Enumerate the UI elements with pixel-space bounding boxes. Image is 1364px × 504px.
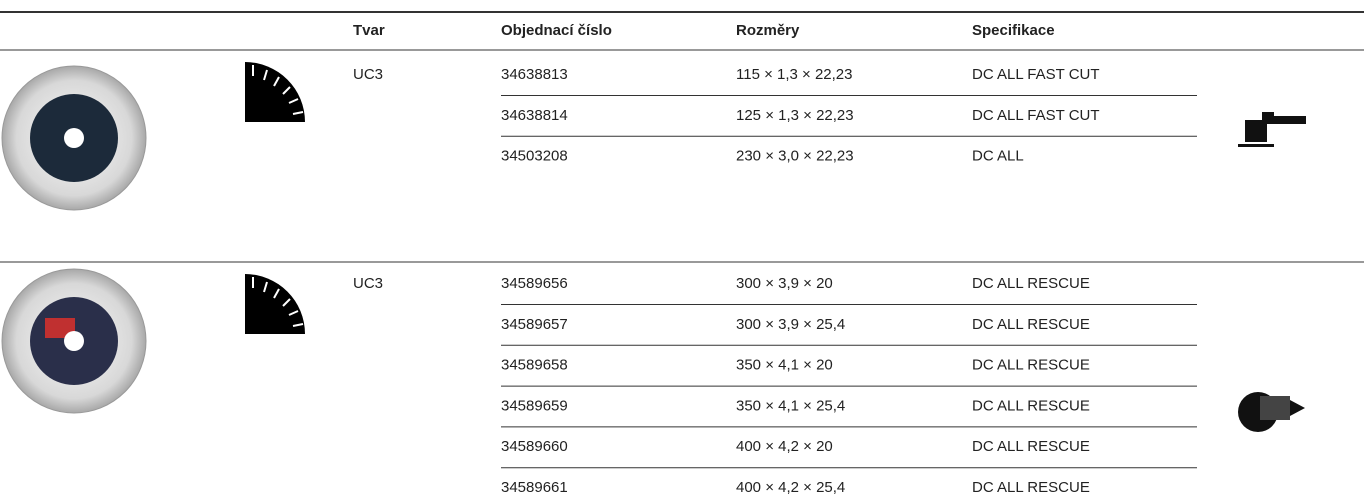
order-number: 34638813 xyxy=(501,66,568,83)
order-number: 34589656 xyxy=(501,275,568,292)
specification: DC ALL RESCUE xyxy=(972,275,1090,292)
tool-icon xyxy=(1238,112,1306,432)
disc-image xyxy=(1,65,147,414)
shape-name: UC3 xyxy=(353,275,383,292)
shape-icon xyxy=(244,273,306,335)
specification: DC ALL xyxy=(972,148,1024,165)
order-number: 34589657 xyxy=(501,316,568,333)
column-header: Rozměry xyxy=(736,22,800,39)
dimensions: 115 × 1,3 × 22,23 xyxy=(736,66,853,83)
specification: DC ALL RESCUE xyxy=(972,438,1090,455)
dimensions: 300 × 3,9 × 25,4 xyxy=(736,316,845,333)
dimensions: 125 × 1,3 × 22,23 xyxy=(736,107,854,124)
dimensions: 400 × 4,2 × 20 xyxy=(736,438,833,455)
column-header: Objednací číslo xyxy=(501,22,612,39)
order-number: 34638814 xyxy=(501,107,568,124)
order-number: 34503208 xyxy=(501,148,568,165)
dimensions: 350 × 4,1 × 20 xyxy=(736,357,833,374)
dimensions: 350 × 4,1 × 25,4 xyxy=(736,397,845,414)
specification: DC ALL FAST CUT xyxy=(972,107,1100,124)
dimensions: 400 × 4,2 × 25,4 xyxy=(736,479,845,496)
specification: DC ALL RESCUE xyxy=(972,357,1090,374)
column-header: Specifikace xyxy=(972,22,1055,39)
order-number: 34589660 xyxy=(501,438,568,455)
specification: DC ALL RESCUE xyxy=(972,479,1090,496)
order-number: 34589659 xyxy=(501,397,568,414)
order-number: 34589661 xyxy=(501,479,568,496)
specification: DC ALL RESCUE xyxy=(972,397,1090,414)
shape-name: UC3 xyxy=(353,66,383,83)
specification: DC ALL RESCUE xyxy=(972,316,1090,333)
dimensions: 300 × 3,9 × 20 xyxy=(736,275,833,292)
column-header: Tvar xyxy=(353,22,385,39)
shape-icon xyxy=(244,61,306,123)
dimensions: 230 × 3,0 × 22,23 xyxy=(736,148,854,165)
order-number: 34589658 xyxy=(501,357,568,374)
specification: DC ALL FAST CUT xyxy=(972,66,1100,83)
